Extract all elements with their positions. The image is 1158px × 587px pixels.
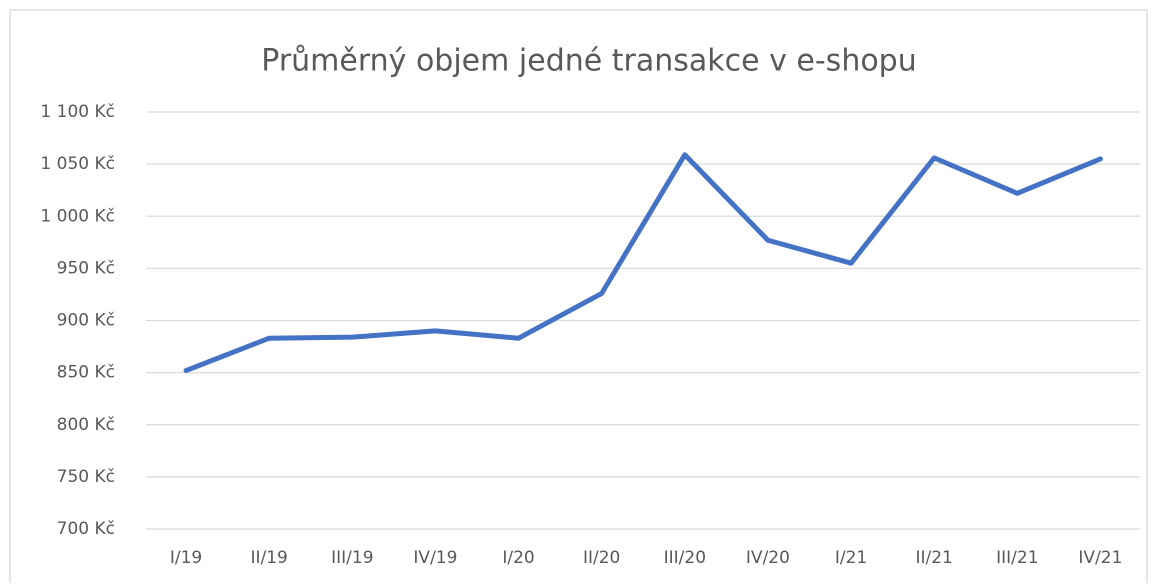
- y-tick-label: 950 Kč: [57, 258, 115, 278]
- y-tick-label: 1 050 Kč: [40, 154, 115, 174]
- y-tick-label: 1 000 Kč: [40, 206, 115, 226]
- y-tick-label: 700 Kč: [57, 519, 115, 539]
- x-tick-label: II/21: [915, 548, 952, 568]
- x-tick-label: I/21: [835, 548, 867, 568]
- chart-border: [9, 9, 1148, 587]
- y-tick-label: 850 Kč: [57, 363, 115, 383]
- x-tick-label: I/19: [170, 548, 202, 568]
- x-tick-label: III/21: [996, 548, 1038, 568]
- chart-title: Průměrný objem jedné transakce v e-shopu: [261, 44, 917, 79]
- y-tick-label: 800 Kč: [57, 415, 115, 435]
- x-tick-label: IV/20: [746, 548, 790, 568]
- y-tick-label: 750 Kč: [57, 467, 115, 487]
- y-tick-label: 900 Kč: [57, 311, 115, 331]
- y-tick-label: 1 100 Kč: [40, 102, 115, 122]
- x-tick-label: IV/21: [1078, 548, 1122, 568]
- x-tick-label: III/20: [664, 548, 706, 568]
- x-tick-label: III/19: [331, 548, 373, 568]
- x-tick-label: I/20: [502, 548, 534, 568]
- data-line: [183, 152, 1103, 374]
- x-tick-label: II/19: [250, 548, 287, 568]
- x-tick-label: IV/19: [413, 548, 457, 568]
- x-tick-label: II/20: [583, 548, 620, 568]
